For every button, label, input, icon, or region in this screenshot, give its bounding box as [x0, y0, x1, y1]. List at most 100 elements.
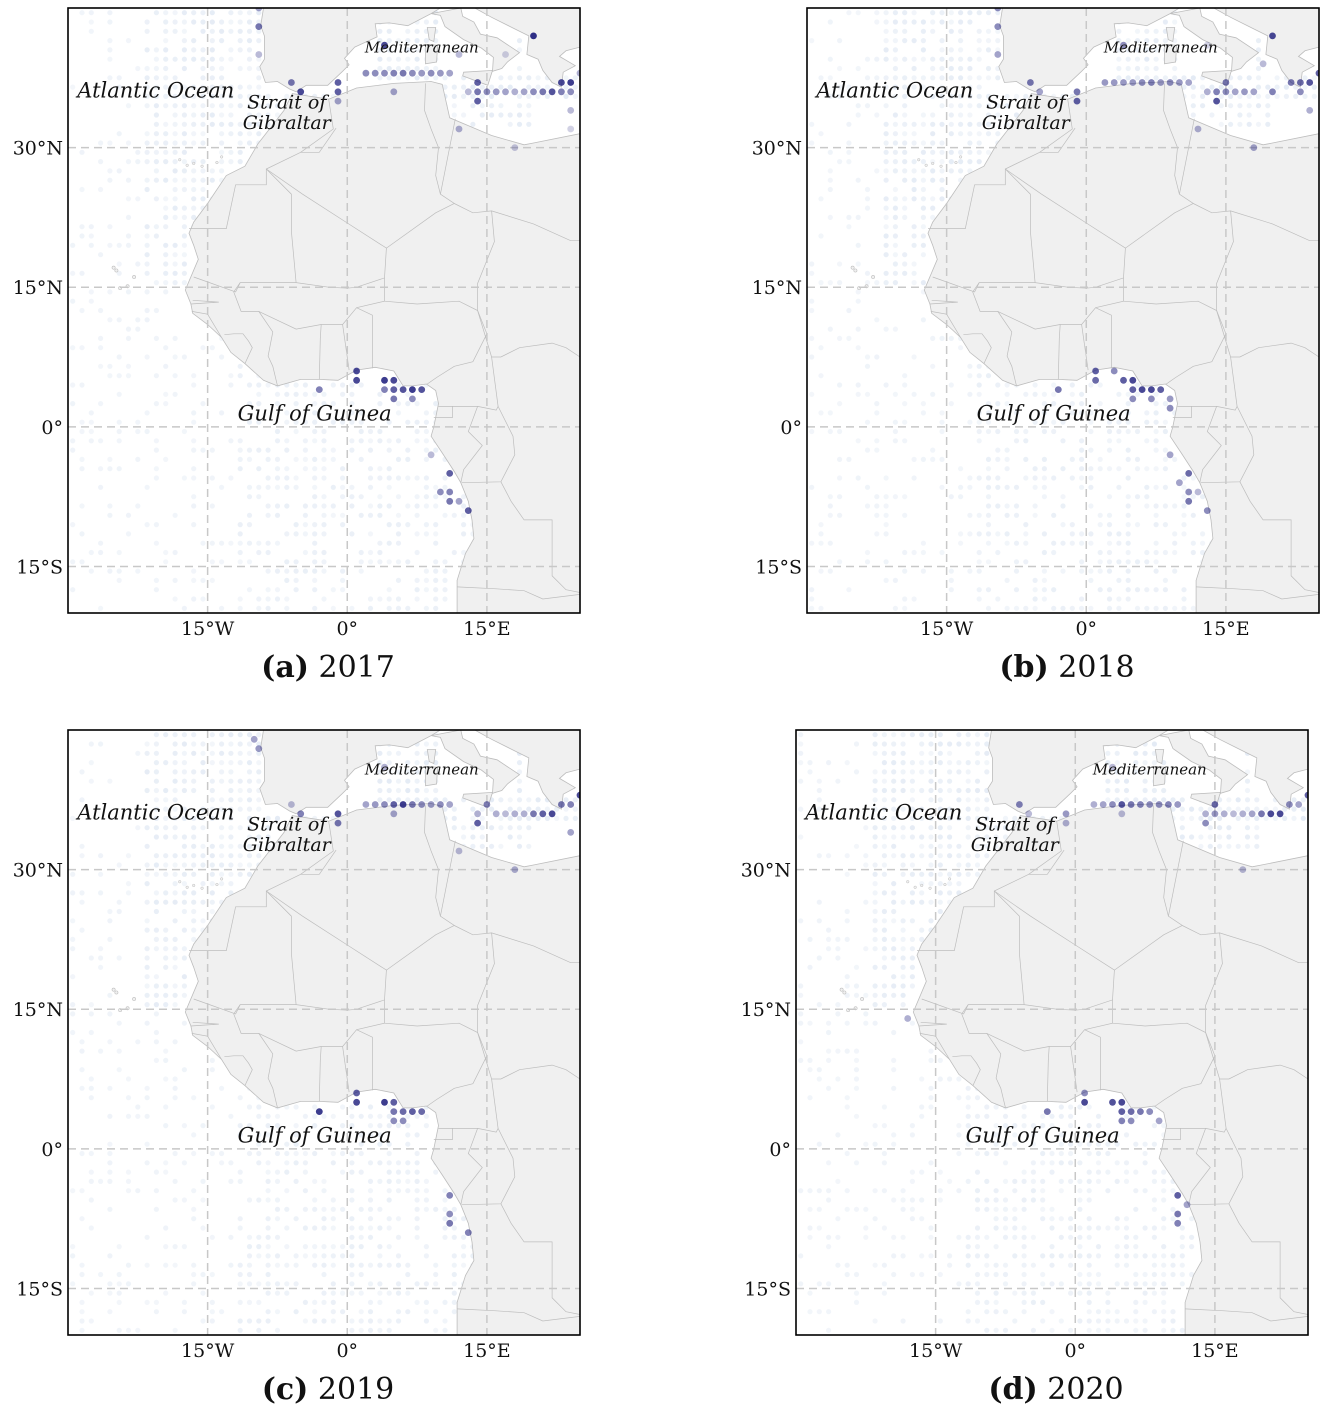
ocean-dot [330, 1309, 336, 1315]
ocean-dot [1116, 65, 1122, 72]
signal-dot [371, 69, 379, 77]
ocean-dot [340, 466, 346, 472]
ocean-dot [864, 447, 871, 453]
ocean-dot [498, 112, 504, 118]
ocean-dot [965, 862, 971, 868]
ocean-dot [405, 559, 411, 565]
ocean-dot [200, 121, 206, 127]
ocean-dot [246, 871, 253, 877]
ocean-dot [461, 84, 467, 90]
ocean-dot [891, 778, 897, 784]
ocean-dot [237, 466, 243, 472]
ocean-dot [163, 1057, 169, 1063]
ocean-dot [1123, 1225, 1130, 1231]
ocean-dot [144, 307, 150, 314]
ocean-dot [572, 806, 578, 812]
ocean-dot [274, 1327, 281, 1333]
ocean-dot [984, 843, 990, 849]
signal-dot [1220, 810, 1228, 818]
ocean-dot [209, 75, 215, 81]
ocean-dot [367, 531, 374, 537]
ocean-dot [414, 1216, 420, 1222]
ocean-dot [246, 1281, 253, 1287]
ocean-dot [442, 1318, 448, 1324]
ocean-dot [984, 1206, 990, 1212]
ocean-dot [237, 65, 243, 72]
map-panel-d: Atlantic Ocean Strait of Gibraltar Mediterr… [728, 722, 1320, 1422]
ocean-dot [1023, 522, 1029, 528]
country-border [1188, 1128, 1211, 1205]
ocean-dot [1283, 84, 1289, 90]
ocean-dot [891, 843, 897, 849]
ocean-dot [79, 927, 85, 933]
ocean-dot [144, 1002, 150, 1008]
ocean-dot [948, 382, 954, 388]
signal-dot [1176, 479, 1183, 487]
island [215, 160, 219, 165]
ocean-dot [1134, 456, 1141, 462]
ocean-dot [135, 65, 141, 72]
ocean-dot [246, 494, 253, 500]
ocean-dot [107, 503, 113, 509]
ocean-dot [911, 65, 917, 72]
ocean-dot [1114, 1160, 1120, 1166]
ocean-dot [433, 1309, 439, 1315]
ocean-dot [1172, 503, 1178, 509]
signal-dot [1081, 1098, 1088, 1106]
country-border [1199, 406, 1222, 483]
country-border [997, 311, 1061, 330]
ocean-dot [414, 750, 420, 756]
ocean-dot [985, 484, 992, 490]
ocean-dot [985, 373, 992, 379]
ocean-dot [293, 419, 299, 425]
ocean-dot [958, 121, 964, 127]
country-border [928, 99, 1073, 229]
ocean-dot [1226, 843, 1232, 849]
ocean-dot [985, 512, 992, 518]
ocean-dot [88, 1029, 94, 1036]
island [920, 883, 924, 887]
ocean-dot [937, 1076, 943, 1082]
signal-dot [446, 497, 454, 505]
ocean-dot [209, 93, 215, 99]
ocean-dot [1049, 1169, 1055, 1175]
ocean-dot [125, 1076, 132, 1082]
ocean-dot [1086, 1169, 1092, 1175]
ocean-dot [405, 787, 411, 794]
ocean-dot [1069, 382, 1075, 388]
ocean-dot [293, 1160, 299, 1166]
ocean-dot [1170, 1309, 1176, 1315]
lat-tick-label: 30°N [13, 860, 63, 882]
ocean-dot [535, 93, 541, 99]
signal-dot [1203, 41, 1211, 49]
ocean-dot [98, 140, 104, 146]
ocean-dot [153, 335, 159, 341]
ocean-dot [70, 438, 76, 444]
signal-dot [1185, 79, 1193, 86]
ocean-dot [256, 447, 262, 453]
map-frame [806, 7, 1320, 614]
ocean-dot [1068, 1225, 1074, 1231]
ocean-dot [863, 946, 869, 952]
ocean-dot [948, 56, 954, 62]
ocean-dot [891, 797, 897, 803]
signal-dot [255, 745, 263, 752]
ocean-dot [321, 391, 327, 397]
ocean-dot [883, 503, 889, 509]
ocean-dot [844, 918, 850, 924]
ocean-dot [1217, 815, 1223, 821]
ocean-dot [872, 862, 878, 868]
ocean-dot [219, 149, 225, 155]
ocean-dot [900, 1234, 906, 1240]
ocean-dot [881, 834, 887, 840]
ocean-dot [172, 1002, 178, 1008]
signal-dot [1146, 1108, 1154, 1115]
ocean-dot [219, 93, 225, 99]
ocean-dot [209, 853, 215, 859]
ocean-dot [163, 806, 169, 812]
ocean-dot [809, 270, 815, 276]
ocean-dot [1079, 484, 1085, 490]
ocean-dot [1097, 522, 1103, 528]
ocean-dot [947, 815, 953, 821]
ocean-dot [228, 1178, 234, 1184]
